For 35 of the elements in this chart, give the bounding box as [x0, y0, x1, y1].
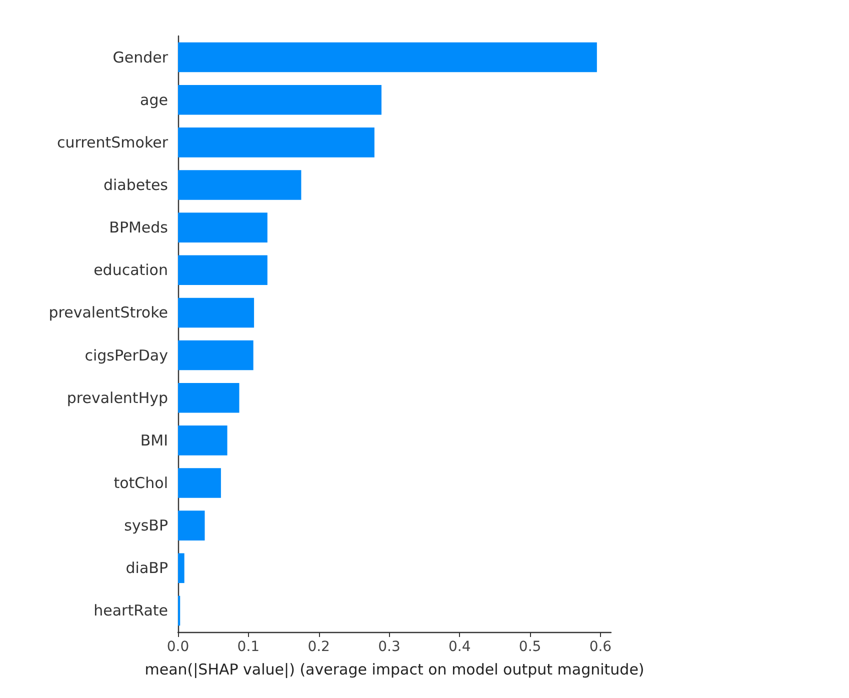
y-tick-label: prevalentStroke — [48, 304, 168, 322]
y-tick-label: cigsPerDay — [84, 346, 168, 364]
y-tick-label: prevalentHyp — [66, 388, 168, 407]
x-tick-label: 0.2 — [308, 639, 330, 655]
bar — [178, 382, 240, 413]
bar — [178, 426, 228, 456]
x-tick-label: 0.1 — [237, 639, 260, 655]
y-tick-label: heartRate — [94, 602, 168, 620]
y-tick-label: totChol — [114, 474, 168, 492]
x-tick-label: 0.6 — [589, 639, 612, 655]
y-tick-label: Gender — [112, 48, 169, 66]
y-tick-label: diabetes — [103, 176, 168, 194]
bar — [178, 255, 268, 286]
bar — [178, 212, 268, 242]
bar — [178, 340, 254, 370]
x-tick-label: 0.0 — [166, 639, 190, 655]
y-tick-label: BPMeds — [109, 218, 168, 237]
x-tick-label: 0.3 — [378, 639, 400, 655]
y-tick-label: diaBP — [126, 559, 168, 578]
x-tick-label: 0.5 — [518, 639, 542, 655]
y-tick-label: education — [94, 261, 168, 280]
y-tick-label: sysBP — [124, 516, 168, 535]
x-axis-title: mean(|SHAP value|) (average impact on model output magnitude) — [144, 660, 644, 678]
bar — [178, 298, 254, 328]
y-tick-label: age — [140, 90, 168, 109]
bar — [178, 84, 382, 115]
y-tick-label: BMI — [140, 431, 168, 450]
bar — [178, 553, 184, 584]
bar — [178, 42, 597, 72]
bar — [178, 170, 302, 200]
bar — [178, 468, 221, 498]
bar — [178, 510, 205, 540]
bar — [178, 128, 374, 158]
x-tick-label: 0.4 — [448, 639, 471, 655]
y-tick-label: currentSmoker — [57, 133, 169, 152]
